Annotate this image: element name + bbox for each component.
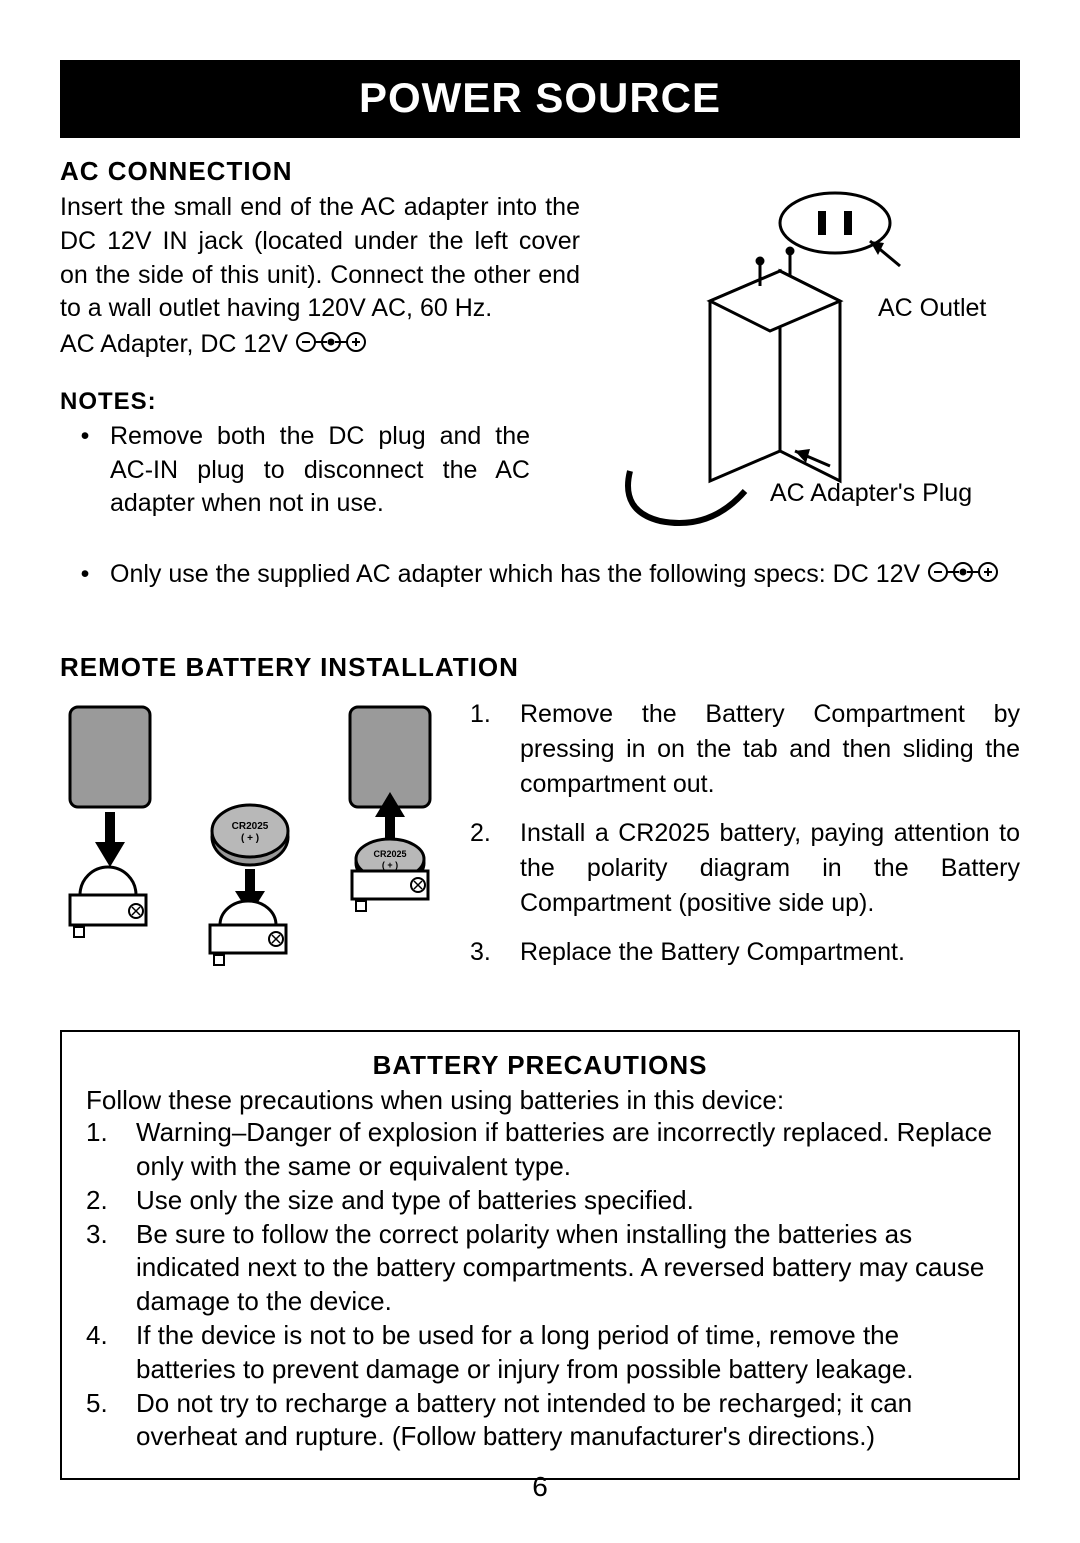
precaution-text: Warning–Danger of explosion if batteries… (136, 1116, 994, 1184)
step-number: 2. (470, 816, 520, 921)
remote-battery-row: CR2025 ( + ) (60, 697, 1020, 984)
note-text-span: Only use the supplied AC adapter which h… (110, 560, 927, 588)
bullet-icon: • (60, 420, 110, 521)
precautions-heading: BATTERY PRECAUTIONS (86, 1050, 994, 1081)
step-text: Replace the Battery Compartment. (520, 935, 905, 970)
ac-adapter-diagram: AC Outlet AC Adapter's Plug (600, 191, 1020, 556)
precaution-text: Do not try to recharge a battery not int… (136, 1387, 994, 1455)
page-number: 6 (0, 1471, 1080, 1503)
bullet-icon: • (60, 558, 110, 592)
precaution-text: Use only the size and type of batteries … (136, 1184, 994, 1218)
notes-heading: NOTES: (60, 388, 580, 416)
ac-connection-textcol: Insert the small end of the AC adapter i… (60, 191, 580, 556)
ac-adapter-line: AC Adapter, DC 12V (60, 330, 580, 360)
precaution-number: 1. (86, 1116, 136, 1184)
polarity-symbol-icon (295, 331, 367, 360)
battery-type-label: CR2025 (232, 821, 269, 832)
remote-step: 1. Remove the Battery Compartment by pre… (470, 697, 1020, 802)
step-number: 1. (470, 697, 520, 802)
note-item: • Remove both the DC plug and the AC-IN … (60, 420, 580, 521)
ac-plug-label: AC Adapter's Plug (770, 479, 972, 507)
ac-connection-heading: AC CONNECTION (60, 156, 1020, 187)
remote-step: 3. Replace the Battery Compartment. (470, 935, 1020, 970)
step-text: Remove the Battery Compartment by pressi… (520, 697, 1020, 802)
precaution-text: Be sure to follow the correct polarity w… (136, 1218, 994, 1319)
note-item: • Only use the supplied AC adapter which… (60, 558, 1020, 592)
precaution-item: 1. Warning–Danger of explosion if batter… (86, 1116, 994, 1184)
battery-polarity-label: ( + ) (241, 833, 259, 844)
battery-type-label: CR2025 (373, 849, 406, 859)
remote-battery-diagram: CR2025 ( + ) (60, 697, 440, 982)
precaution-item: 5. Do not try to recharge a battery not … (86, 1387, 994, 1455)
step-text: Install a CR2025 battery, paying attenti… (520, 816, 1020, 921)
precaution-number: 4. (86, 1319, 136, 1387)
precaution-number: 3. (86, 1218, 136, 1319)
precaution-item: 3. Be sure to follow the correct polarit… (86, 1218, 994, 1319)
battery-precautions-box: BATTERY PRECAUTIONS Follow these precaut… (60, 1030, 1020, 1480)
battery-polarity-label: ( + ) (382, 860, 398, 870)
precautions-intro: Follow these precautions when using batt… (86, 1085, 994, 1116)
step-number: 3. (470, 935, 520, 970)
remote-steps: 1. Remove the Battery Compartment by pre… (470, 697, 1020, 984)
manual-page: POWER SOURCE AC CONNECTION Insert the sm… (0, 0, 1080, 1543)
precaution-item: 4. If the device is not to be used for a… (86, 1319, 994, 1387)
remote-step: 2. Install a CR2025 battery, paying atte… (470, 816, 1020, 921)
ac-adapter-text: AC Adapter, DC 12V (60, 330, 295, 358)
note-text: Only use the supplied AC adapter which h… (110, 558, 1020, 592)
precaution-number: 2. (86, 1184, 136, 1218)
remote-battery-heading: REMOTE BATTERY INSTALLATION (60, 652, 1020, 683)
ac-outlet-label: AC Outlet (878, 294, 986, 322)
polarity-symbol-icon (927, 559, 999, 593)
note-text: Remove both the DC plug and the AC-IN pl… (110, 420, 530, 521)
page-title: POWER SOURCE (60, 60, 1020, 138)
ac-connection-row: Insert the small end of the AC adapter i… (60, 191, 1020, 556)
precaution-text: If the device is not to be used for a lo… (136, 1319, 994, 1387)
precaution-number: 5. (86, 1387, 136, 1455)
notes-list: • Remove both the DC plug and the AC-IN … (60, 420, 580, 521)
precaution-item: 2. Use only the size and type of batteri… (86, 1184, 994, 1218)
ac-connection-body: Insert the small end of the AC adapter i… (60, 191, 580, 326)
